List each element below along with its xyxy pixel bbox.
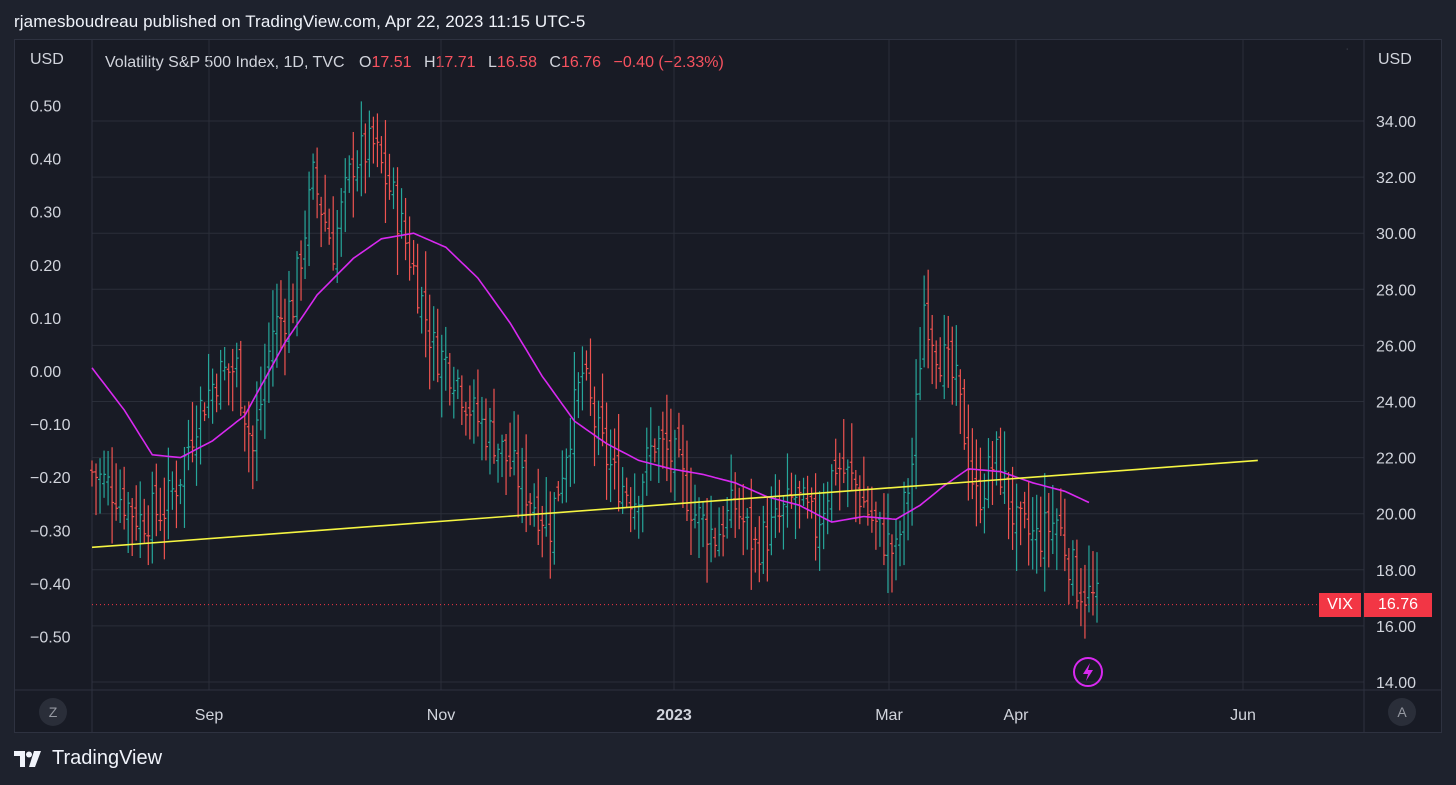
legend-close-value: 16.76 <box>560 54 602 71</box>
price-tag-symbol: VIX <box>1319 593 1361 617</box>
legend-high-value: 17.71 <box>435 54 476 71</box>
legend-symbol-name: Volatility S&P 500 Index, 1D, TVC <box>105 54 345 71</box>
legend-low-key: L <box>488 54 497 71</box>
symbol-legend[interactable]: Volatility S&P 500 Index, 1D, TVC O17.51… <box>105 54 724 72</box>
legend-close-key: C <box>549 54 561 71</box>
chart-panel[interactable] <box>14 39 1442 733</box>
publisher-header: rjamesboudreau published on TradingView.… <box>14 12 586 31</box>
legend-low-value: 16.58 <box>496 54 537 71</box>
tradingview-brand[interactable]: TradingView <box>14 747 162 770</box>
legend-open-key: O <box>359 54 372 71</box>
auto-scale-button[interactable]: A <box>1388 698 1416 726</box>
price-tag-value: 16.76 <box>1364 593 1432 617</box>
zone-button[interactable]: Z <box>39 698 67 726</box>
legend-open-value: 17.51 <box>371 54 412 71</box>
legend-high-key: H <box>423 54 436 71</box>
right-currency-label: USD <box>1378 51 1412 68</box>
left-currency-label: USD <box>30 51 64 68</box>
legend-change: −0.40 (−2.33%) <box>613 54 724 71</box>
brand-name: TradingView <box>52 747 163 769</box>
tradingview-logo-icon <box>14 750 41 767</box>
more-dots-icon[interactable]: ˙ <box>1346 48 1350 59</box>
